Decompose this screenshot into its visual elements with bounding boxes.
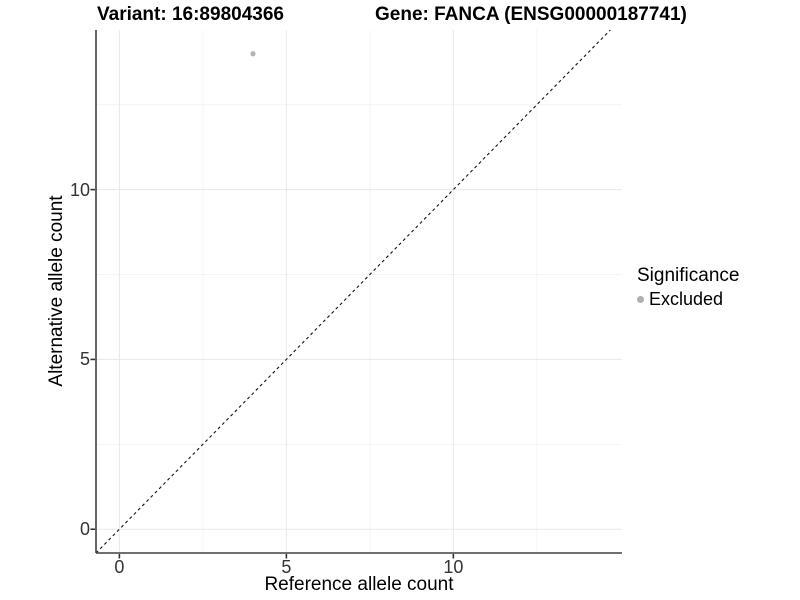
legend: Significance Excluded xyxy=(637,265,739,310)
legend-item-label: Excluded xyxy=(649,289,724,309)
x-axis-tick-labels: 0 5 10 xyxy=(96,557,622,577)
data-point-excluded xyxy=(250,51,256,57)
y-tick-label: 0 xyxy=(79,519,90,540)
x-axis-title: Reference allele count xyxy=(264,574,454,595)
gene-title: Gene: FANCA (ENSG00000187741) xyxy=(375,4,687,25)
y-axis-tick-labels: 0 5 10 xyxy=(0,30,90,553)
plot-panel xyxy=(90,29,622,559)
x-tick-label: 10 xyxy=(443,557,464,577)
scatter-plot-canvas xyxy=(90,29,622,559)
y-tick-label: 10 xyxy=(69,179,90,200)
y-axis-title: Alternative allele count xyxy=(46,195,67,387)
x-tick-label: 5 xyxy=(281,557,292,577)
legend-item-excluded: Excluded xyxy=(637,289,739,310)
x-tick-label: 0 xyxy=(114,557,125,577)
identity-dashed-line xyxy=(95,29,611,554)
y-tick-label: 5 xyxy=(79,349,90,370)
legend-point-icon xyxy=(637,296,644,303)
variant-title: Variant: 16:89804366 xyxy=(97,4,284,25)
legend-title: Significance xyxy=(637,265,740,286)
